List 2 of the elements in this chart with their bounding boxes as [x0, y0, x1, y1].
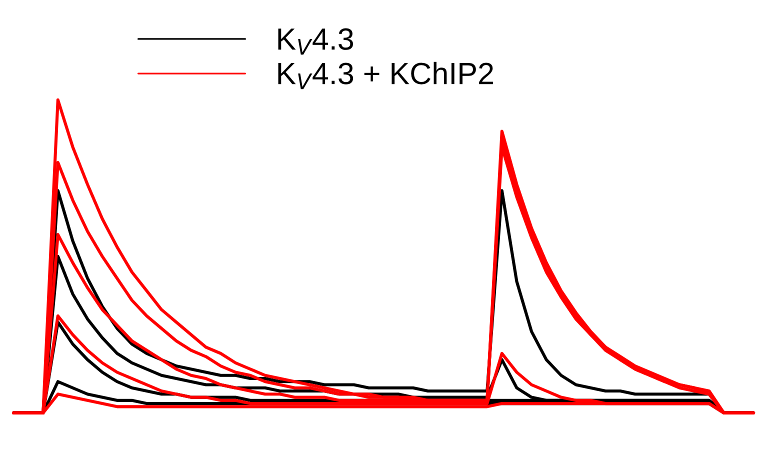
legend-label: K$_{V}$4.3 + KChIP2 [278, 62, 493, 90]
legend-label: K$_{V}$4.3 [278, 28, 354, 55]
